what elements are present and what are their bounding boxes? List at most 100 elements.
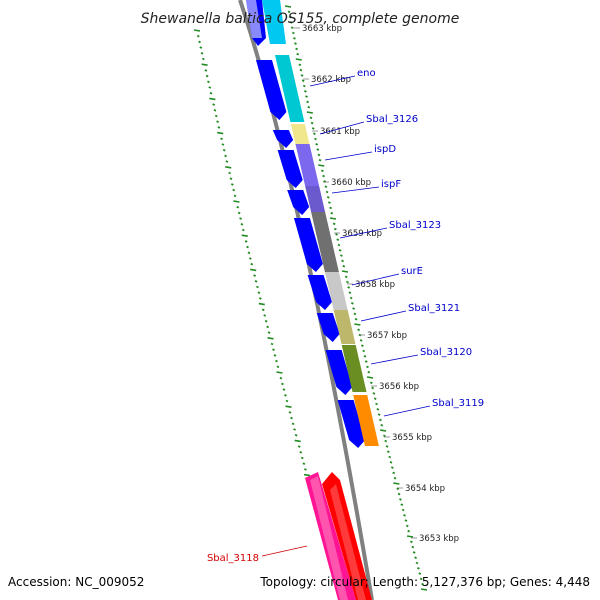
inner-tick bbox=[361, 344, 364, 348]
kbp-tick-label: 3662 kbp bbox=[311, 75, 351, 85]
inner-tick bbox=[329, 206, 332, 210]
inner-tick bbox=[420, 588, 428, 591]
inner-tick bbox=[364, 360, 368, 363]
gene-leader-line bbox=[309, 75, 356, 87]
inner-tick bbox=[288, 15, 292, 19]
inner-tick bbox=[295, 47, 298, 51]
inner-tick bbox=[401, 508, 405, 512]
inner-tick bbox=[362, 349, 366, 353]
outer-tick bbox=[261, 308, 265, 312]
gene-block-sbal_3118-shade bbox=[310, 476, 348, 600]
gene-leader-line bbox=[351, 273, 400, 286]
outer-tick bbox=[263, 314, 267, 317]
outer-tick bbox=[282, 388, 286, 391]
gene-leader-line bbox=[360, 310, 407, 322]
inner-tick bbox=[418, 572, 422, 575]
outer-tick bbox=[294, 439, 301, 443]
inner-tick bbox=[312, 132, 316, 136]
outer-tick bbox=[273, 354, 277, 357]
inner-tick bbox=[373, 397, 377, 401]
outer-tick bbox=[207, 80, 210, 84]
outer-tick bbox=[217, 131, 224, 135]
kbp-tick-label: 3663 kbp bbox=[302, 24, 342, 34]
inner-tick bbox=[389, 460, 393, 464]
inner-tick bbox=[404, 519, 408, 522]
kbp-tick-label: 3659 kbp bbox=[342, 229, 382, 239]
inner-tick bbox=[305, 95, 308, 98]
forward-gene-arrow bbox=[287, 190, 310, 215]
outer-tick bbox=[228, 171, 232, 175]
inner-tick bbox=[316, 148, 320, 151]
inner-tick bbox=[347, 286, 351, 289]
outer-tick bbox=[199, 46, 203, 49]
outer-tick bbox=[225, 160, 229, 163]
gene-leader-line bbox=[261, 545, 308, 557]
outer-tick bbox=[258, 297, 262, 300]
outer-tick bbox=[201, 57, 205, 61]
inner-tick bbox=[310, 121, 314, 125]
inner-tick bbox=[314, 137, 317, 141]
inner-tick bbox=[333, 227, 337, 231]
inner-tick bbox=[342, 264, 346, 268]
inner-tick bbox=[332, 222, 336, 226]
inner-tick bbox=[354, 317, 358, 321]
inner-tick bbox=[298, 63, 302, 67]
inner-tick bbox=[302, 84, 306, 88]
outer-tick bbox=[285, 399, 289, 403]
inner-tick bbox=[318, 158, 322, 162]
inner-tick bbox=[379, 418, 382, 422]
forward-gene-arrow bbox=[316, 313, 340, 342]
gene-label-ispd: ispD bbox=[374, 144, 396, 155]
genome-summary-text: Topology: circular; Length: 5,127,376 bp… bbox=[259, 575, 590, 589]
outer-tick bbox=[304, 468, 307, 471]
forward-strand-genes bbox=[256, 60, 366, 448]
outer-tick bbox=[244, 240, 248, 243]
inner-tick bbox=[393, 476, 397, 480]
outer-tick bbox=[201, 63, 208, 66]
outer-tick bbox=[272, 348, 275, 352]
outer-tick bbox=[237, 211, 241, 215]
inner-tick bbox=[386, 450, 390, 454]
outer-tick bbox=[291, 422, 295, 426]
outer-tick bbox=[221, 143, 225, 146]
inner-tick bbox=[400, 503, 404, 507]
inner-tick bbox=[377, 413, 381, 416]
outer-tick bbox=[256, 285, 259, 289]
accession-text: Accession: NC_009052 bbox=[8, 575, 144, 589]
inner-tick bbox=[396, 487, 400, 491]
outer-tick bbox=[250, 268, 257, 272]
forward-gene-arrow bbox=[293, 218, 323, 272]
gene-block-top-cyan bbox=[262, 0, 286, 44]
gene-label-sbal_3118: Sbal_3118 bbox=[207, 553, 259, 564]
inner-tick bbox=[366, 376, 374, 379]
inner-tick bbox=[392, 471, 396, 475]
inner-tick bbox=[376, 407, 380, 411]
inner-tick bbox=[372, 392, 376, 395]
inner-tick bbox=[411, 545, 415, 549]
inner-tick bbox=[348, 291, 352, 295]
inner-tick bbox=[306, 111, 313, 114]
inner-tick bbox=[294, 42, 297, 45]
inner-tick bbox=[318, 164, 325, 167]
kbp-tick-label: 3656 kbp bbox=[379, 382, 419, 392]
outer-tick bbox=[222, 148, 226, 152]
gene-label-sbal_3119: Sbal_3119 bbox=[432, 398, 484, 409]
outer-tick bbox=[267, 331, 271, 334]
inner-tick bbox=[284, 5, 292, 8]
gene-blocks bbox=[275, 55, 379, 600]
outer-tick bbox=[241, 228, 245, 232]
outer-tick bbox=[229, 177, 233, 181]
inner-tick bbox=[403, 513, 406, 517]
outer-tick bbox=[233, 194, 237, 198]
inner-tick bbox=[339, 254, 343, 257]
gene-label-sbal_3123: Sbal_3123 bbox=[389, 220, 441, 231]
gene-label-sure: surE bbox=[401, 266, 423, 277]
gene-block-sbal_3120 bbox=[341, 345, 367, 392]
inner-tick bbox=[301, 79, 305, 83]
outer-tick bbox=[257, 291, 261, 295]
inner-tick-ring bbox=[284, 5, 428, 591]
outer-tick bbox=[213, 108, 217, 112]
outer-tick bbox=[246, 245, 249, 249]
inner-tick bbox=[307, 105, 311, 109]
kbp-tick-label: 3655 kbp bbox=[392, 433, 432, 443]
